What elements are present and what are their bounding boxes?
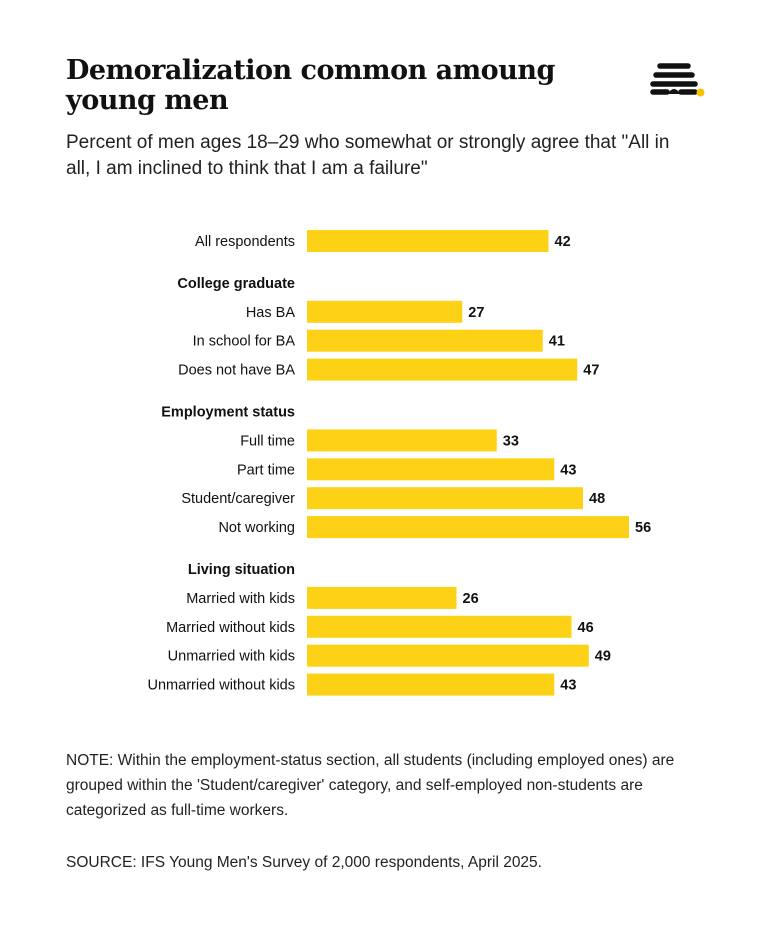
section-header-employment-status: Employment status	[161, 405, 295, 421]
chart-note: NOTE: Within the employment-status secti…	[66, 752, 675, 819]
value-label-married-without-kids: 46	[578, 620, 594, 636]
bar-all-respondents	[307, 230, 549, 252]
category-label-full-time: Full time	[240, 433, 295, 449]
chart-title: Demoralization common amoung young men	[66, 55, 555, 116]
category-label-unmarried-with-kids: Unmarried with kids	[168, 649, 295, 665]
bar-full-time	[307, 429, 497, 452]
category-label-has-ba: Has BA	[246, 305, 295, 321]
category-label-married-with-kids: Married with kids	[186, 591, 295, 607]
chart-subtitle: Percent of men ages 18–29 who somewhat o…	[66, 132, 670, 179]
bar-chart: All respondents 42 College graduate Has BA 2…	[148, 230, 651, 696]
value-label-not-working: 56	[635, 520, 651, 536]
category-label-unmarried-without-kids: Unmarried without kids	[148, 678, 295, 694]
category-label-in-school-for-ba: In school for BA	[193, 334, 296, 350]
value-label-does-not-have-ba: 47	[583, 363, 599, 379]
value-label-all-respondents: 42	[555, 234, 571, 250]
category-label-does-not-have-ba: Does not have BA	[178, 363, 295, 379]
value-label-unmarried-with-kids: 49	[595, 649, 611, 665]
bar-does-not-have-ba	[307, 358, 578, 381]
chart-source: SOURCE: IFS Young Men's Survey of 2,000 …	[66, 854, 542, 871]
beehive-logo-icon	[650, 63, 705, 97]
value-label-married-with-kids: 26	[463, 591, 479, 607]
value-label-in-school-for-ba: 41	[549, 334, 565, 350]
bar-not-working	[307, 516, 629, 539]
value-label-part-time: 43	[560, 462, 576, 478]
bar-unmarried-without-kids	[307, 673, 555, 696]
category-label-married-without-kids: Married without kids	[166, 620, 295, 636]
category-label-part-time: Part time	[237, 462, 295, 478]
section-header-living-situation: Living situation	[188, 562, 295, 578]
category-label-all-respondents: All respondents	[195, 234, 295, 250]
section-header-college-graduate: College graduate	[177, 276, 295, 292]
category-label-not-working: Not working	[218, 520, 295, 536]
bar-married-with-kids	[307, 586, 457, 609]
logo-accent-dot	[696, 88, 705, 97]
value-label-has-ba: 27	[468, 305, 484, 321]
bar-unmarried-with-kids	[307, 644, 589, 667]
bar-has-ba	[307, 300, 463, 323]
bar-in-school-for-ba	[307, 329, 543, 352]
category-label-student-caregiver: Student/caregiver	[181, 491, 295, 507]
value-label-unmarried-without-kids: 43	[560, 678, 576, 694]
bar-part-time	[307, 458, 555, 481]
bar-married-without-kids	[307, 615, 572, 638]
value-label-student-caregiver: 48	[589, 491, 605, 507]
bar-student-caregiver	[307, 487, 583, 510]
value-label-full-time: 33	[503, 433, 519, 449]
